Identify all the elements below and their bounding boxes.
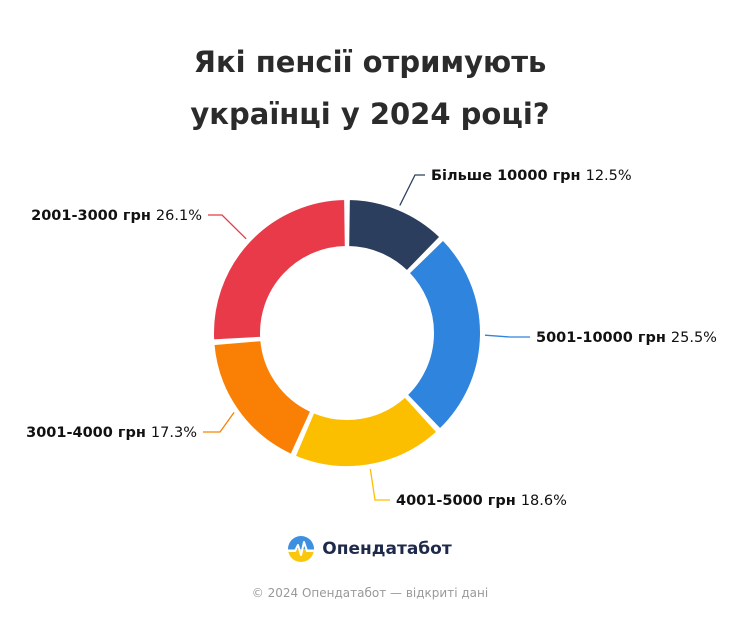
brand: Опендатабот — [0, 536, 740, 562]
slice-value-label: 18.6% — [521, 493, 567, 509]
slice-label-4: 3001-4000 грн 17.3% — [26, 425, 197, 441]
leader-line-2 — [484, 334, 530, 338]
slice-value-label: 12.5% — [586, 168, 632, 184]
slice-value-label: 25.5% — [671, 330, 717, 346]
footer-copyright: © 2024 Опендатабот — відкриті дані — [251, 586, 489, 600]
slice-category-label: 3001-4000 грн — [26, 425, 151, 441]
leader-line-4 — [203, 411, 235, 433]
slice-label-3: 4001-5000 грн 18.6% — [396, 493, 567, 509]
brand-name: Опендатабот — [322, 539, 452, 559]
chart-title: Які пенсії отримують українці у 2024 роц… — [0, 36, 740, 140]
slice-label-1: Більше 10000 грн 12.5% — [431, 168, 632, 184]
donut-slice-5 — [212, 198, 347, 342]
chart-title-line-2: українці у 2024 році? — [190, 97, 550, 131]
opendatabot-logo-icon — [288, 536, 315, 562]
slice-value-label: 17.3% — [151, 425, 197, 441]
slice-category-label: 2001-3000 грн — [31, 208, 156, 224]
leader-line-5 — [208, 214, 247, 240]
donut-slice-4 — [212, 339, 313, 456]
slice-category-label: 5001-10000 грн — [536, 330, 671, 346]
chart-title-line-1: Які пенсії отримують — [193, 45, 547, 79]
slice-value-label: 26.1% — [156, 208, 202, 224]
leader-line-3 — [369, 468, 390, 501]
slice-category-label: 4001-5000 грн — [396, 493, 521, 509]
donut-slice-2 — [405, 238, 482, 431]
leader-line-1 — [399, 174, 425, 206]
donut-slice-1 — [347, 198, 442, 273]
slice-label-2: 5001-10000 грн 25.5% — [536, 330, 717, 346]
slice-category-label: Більше 10000 грн — [431, 168, 586, 184]
donut-slice-3 — [293, 395, 439, 468]
slice-label-5: 2001-3000 грн 26.1% — [31, 208, 202, 224]
